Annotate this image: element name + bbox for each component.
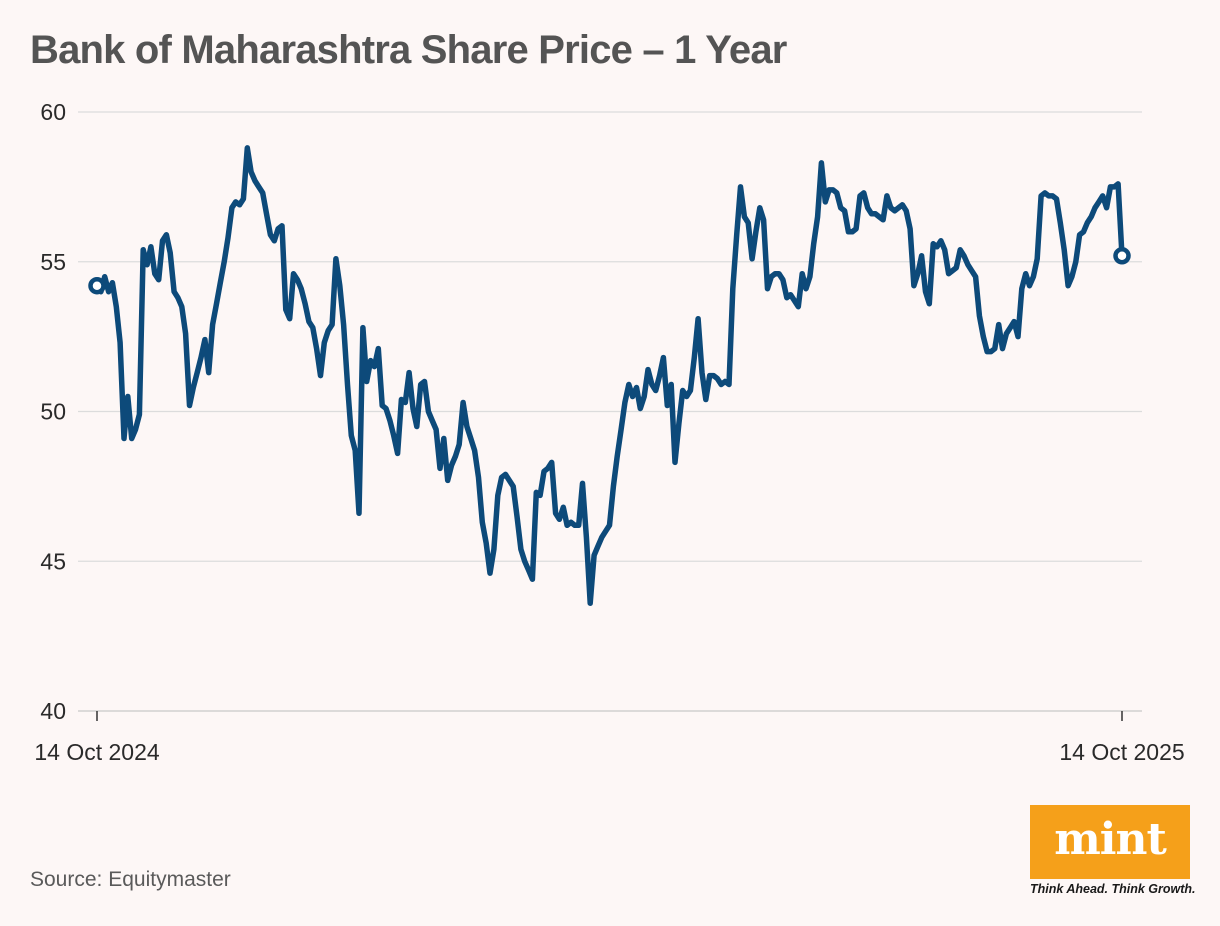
series-line-0 (94, 145, 1125, 606)
series-layer (88, 145, 1131, 606)
y-tick-label-55: 55 (40, 249, 66, 275)
y-tick-label-50: 50 (40, 399, 66, 425)
gridlines (78, 111, 1142, 712)
start-point-marker (88, 276, 106, 295)
y-axis-ticks: 40 45 50 55 60 (40, 99, 66, 724)
x-tick-label-end: 14 Oct 2025 (1059, 739, 1184, 765)
y-tick-label-45: 45 (40, 548, 66, 574)
source-note: Source: Equitymaster (30, 868, 231, 891)
y-tick-label-40: 40 (40, 698, 66, 724)
x-axis: 14 Oct 2024 14 Oct 2025 (34, 711, 1185, 765)
x-tick-label-start: 14 Oct 2024 (34, 739, 160, 765)
end-point-marker (1113, 247, 1131, 265)
chart-title: Bank of Maharashtra Share Price – 1 Year (30, 28, 787, 72)
brand-tagline: Think Ahead. Think Growth. (1030, 882, 1196, 896)
mint-logo: mint (1030, 805, 1190, 879)
y-tick-label-60: 60 (40, 99, 66, 125)
